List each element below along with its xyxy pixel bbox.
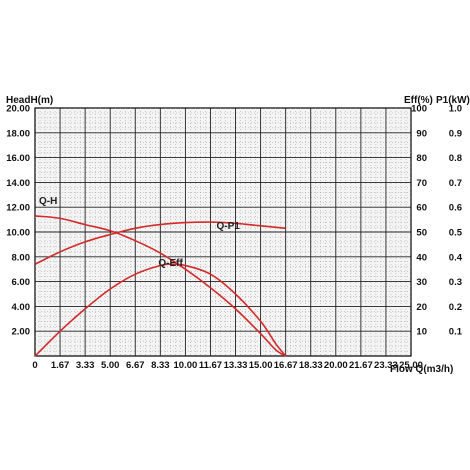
p1-tick-label: 0.5 [449,228,463,239]
p1-tick-label: 0.6 [449,203,462,214]
eff-tick-label: 60 [416,203,427,214]
p1-tick-label: 0.3 [449,277,462,288]
x-tick-label: 20.00 [324,360,348,371]
eff-tick-labels: 10 20 30 40 50 60 70 80 90 100 [411,104,427,338]
p1-tick-label: 0.4 [449,252,463,263]
left-axis-title: HeadH(m) [6,95,53,106]
eff-tick-label: 10 [416,327,427,338]
p1-tick-label: 1.0 [449,104,462,115]
eff-axis-title: Eff(%) [404,95,433,106]
eff-tick-label: 20 [416,302,427,313]
x-tick-label: 23.33 [374,360,398,371]
x-tick-label: 0 [32,360,37,371]
left-tick-label: 20.00 [6,104,30,115]
curve-label: Q-H [39,196,57,207]
x-tick-label: 3.33 [76,360,95,371]
x-tick-label: 10.00 [174,360,198,371]
x-tick-label: 8.33 [151,360,170,371]
left-tick-label: 8.00 [12,252,31,263]
x-tick-label: 18.33 [299,360,323,371]
left-tick-label: 14.00 [6,178,30,189]
x-tick-label: 6.67 [126,360,145,371]
left-tick-label: 18.00 [6,128,30,139]
x-tick-label: 5.00 [101,360,120,371]
x-tick-label: 1.67 [51,360,70,371]
x-tick-label: 15.00 [249,360,273,371]
eff-tick-label: 50 [416,228,427,239]
eff-tick-label: 90 [416,128,427,139]
x-axis-title: Flow Q(m3/h) [390,364,453,375]
p1-tick-label: 0.2 [449,302,462,313]
curve-label-layer: Q-H Q-P1 Q-Eff [39,196,240,269]
curve-q-eff [34,263,287,357]
eff-tick-label: 70 [416,178,427,189]
x-tick-label: 21.67 [349,360,373,371]
grid-lines [35,108,411,356]
x-tick-label: 25.00 [399,360,423,371]
curve-q-h [34,215,287,357]
left-tick-label: 10.00 [6,228,30,239]
left-tick-label: 12.00 [6,203,30,214]
left-tick-labels: 2.00 4.00 6.00 8.00 10.00 12.00 14.00 16.00 18.0… [6,104,30,338]
p1-tick-label: 0.9 [449,128,462,139]
curve-layer [34,215,287,357]
p1-tick-label: 0.1 [449,327,463,338]
x-tick-labels: 0 1.67 3.33 5.00 6.67 8.33 10.00 11.67 13.33 15.0… [32,360,423,371]
left-tick-label: 2.00 [12,327,31,338]
x-tick-label: 11.67 [199,360,222,371]
p1-axis-title: P1(kW) [436,95,470,106]
left-tick-label: 16.00 [6,153,30,164]
curve-label: Q-P1 [217,221,241,232]
p1-tick-label: 0.8 [449,153,462,164]
eff-tick-label: 40 [416,252,427,263]
x-tick-label: 16.67 [274,360,298,371]
p1-tick-label: 0.7 [449,178,462,189]
eff-tick-label: 30 [416,277,427,288]
x-tick-label: 13.33 [224,360,248,371]
eff-tick-label: 100 [411,104,427,115]
curve-q-p1 [34,221,286,265]
left-tick-label: 6.00 [12,277,31,288]
p1-tick-labels: 0.1 0.2 0.3 0.4 0.5 0.6 0.7 0.8 0.9 1.0 [449,104,463,338]
eff-tick-label: 80 [416,153,427,164]
left-tick-label: 4.00 [12,302,31,313]
curve-label: Q-Eff [158,258,183,269]
